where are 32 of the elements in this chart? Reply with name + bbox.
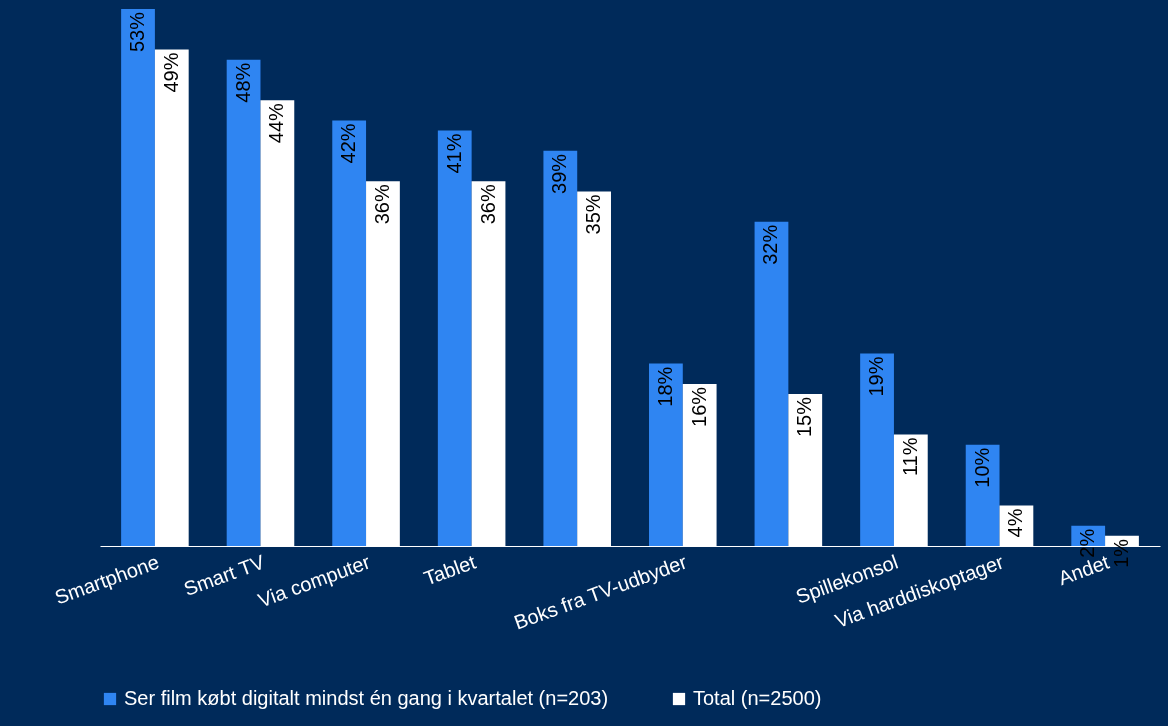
bar — [437, 130, 472, 546]
bar — [332, 120, 367, 546]
data-label: 53% — [126, 11, 149, 53]
data-label: 36% — [370, 184, 393, 225]
x-tick-label: Tablet — [420, 550, 479, 590]
legend-label: Total (n=2500) — [693, 687, 822, 709]
data-label: 42% — [337, 123, 360, 164]
bar — [121, 9, 155, 546]
bar — [543, 150, 578, 546]
data-label: 10% — [970, 447, 993, 488]
bar — [226, 59, 261, 546]
legend-label: Ser film købt digitalt mindst én gang i kvartalet (n=203) — [124, 687, 609, 709]
data-label: 18% — [653, 366, 676, 407]
data-label: 4% — [1004, 508, 1027, 538]
bar — [965, 444, 1000, 546]
data-label: 15% — [793, 396, 816, 438]
bar — [754, 221, 789, 546]
data-label: 48% — [231, 62, 254, 103]
bar — [860, 353, 894, 546]
data-label: 32% — [759, 224, 782, 265]
data-label: 39% — [548, 153, 571, 194]
data-label: 16% — [687, 386, 710, 427]
data-label: 1% — [1109, 538, 1132, 568]
data-label: 19% — [865, 356, 888, 397]
data-label: 35% — [582, 194, 605, 235]
data-label: 49% — [159, 52, 182, 93]
data-label: 2% — [1076, 528, 1099, 558]
bar — [649, 363, 683, 546]
data-label: 36% — [476, 184, 499, 225]
data-label: 11% — [898, 437, 921, 477]
data-label: 44% — [265, 102, 288, 144]
data-label: 41% — [442, 133, 465, 174]
